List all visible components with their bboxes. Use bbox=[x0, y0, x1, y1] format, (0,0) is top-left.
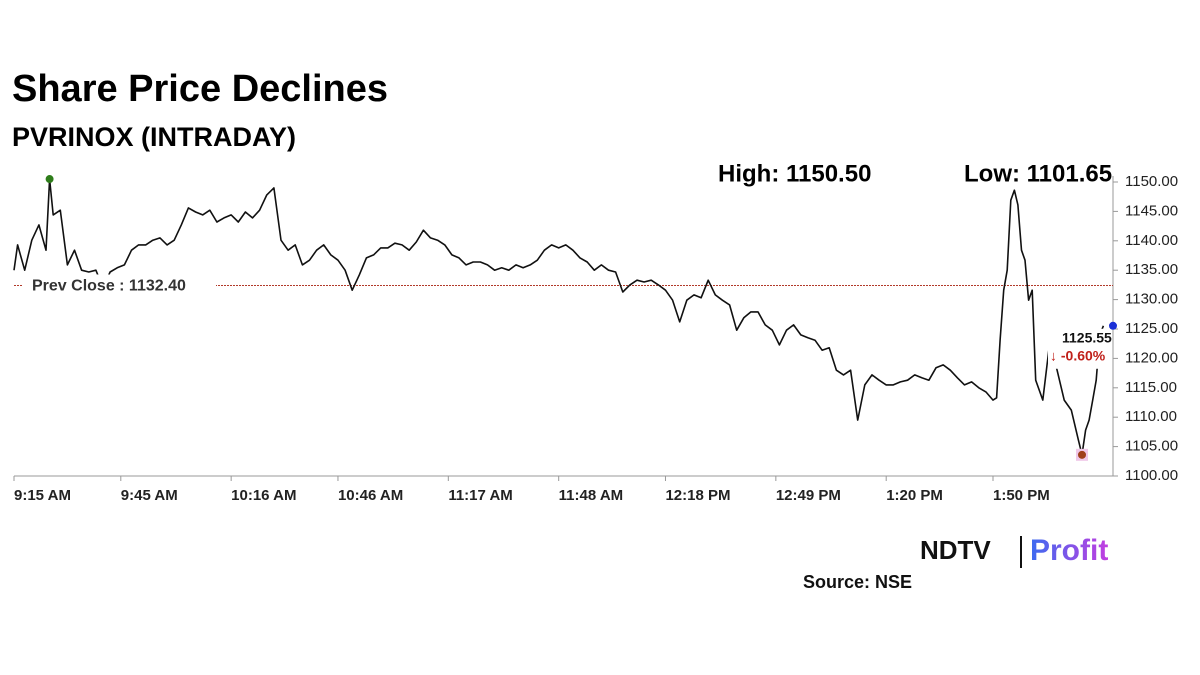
last-price-label: 1125.55 bbox=[1062, 329, 1112, 345]
x-tick-label: 9:15 AM bbox=[14, 487, 71, 504]
price-line bbox=[13, 178, 1105, 456]
y-tick-label: 1130.00 bbox=[1125, 291, 1178, 308]
y-tick-label: 1115.00 bbox=[1125, 379, 1177, 396]
x-tick-label: 12:18 PM bbox=[665, 487, 730, 504]
high-label: High: 1150.50 bbox=[718, 160, 871, 187]
y-tick-label: 1140.00 bbox=[1125, 232, 1178, 249]
low-marker bbox=[1078, 450, 1086, 459]
y-tick-label: 1100.00 bbox=[1125, 467, 1178, 484]
chart-subtitle: PVRINOX (INTRADAY) bbox=[12, 122, 296, 152]
source: Source: NSE bbox=[803, 572, 912, 592]
y-tick-label: 1105.00 bbox=[1125, 438, 1178, 455]
logo-brand: NDTV bbox=[920, 535, 991, 565]
last-price-marker bbox=[1109, 321, 1117, 330]
chart-title: Share Price Declines bbox=[12, 68, 388, 110]
x-tick-label: 12:49 PM bbox=[776, 487, 841, 504]
last-price-box bbox=[1048, 328, 1110, 369]
logo-product: Profit bbox=[1030, 534, 1108, 567]
x-tick-label: 9:45 AM bbox=[121, 487, 178, 504]
x-tick-label: 11:48 AM bbox=[559, 487, 623, 504]
y-tick-label: 1125.00 bbox=[1125, 320, 1178, 337]
x-tick-label: 10:16 AM bbox=[231, 487, 296, 504]
high-marker bbox=[45, 175, 54, 184]
y-tick-label: 1110.00 bbox=[1125, 408, 1177, 425]
low-label: Low: 1101.65 bbox=[964, 160, 1112, 187]
prev-close-box bbox=[22, 274, 216, 297]
y-tick-label: 1145.00 bbox=[1125, 202, 1178, 219]
x-tick-label: 1:50 PM bbox=[993, 487, 1050, 504]
change-label: ↓ -0.60% bbox=[1050, 347, 1106, 363]
y-tick-label: 1150.00 bbox=[1125, 173, 1178, 190]
y-tick-label: 1120.00 bbox=[1125, 349, 1178, 366]
prev-close-label: Prev Close : 1132.40 bbox=[32, 278, 186, 295]
x-tick-label: 10:46 AM bbox=[338, 487, 403, 504]
logo: NDTV Profit bbox=[920, 534, 1108, 568]
x-tick-label: 11:17 AM bbox=[448, 487, 512, 504]
x-tick-label: 1:20 PM bbox=[886, 487, 943, 504]
y-tick-label: 1135.00 bbox=[1125, 261, 1178, 278]
